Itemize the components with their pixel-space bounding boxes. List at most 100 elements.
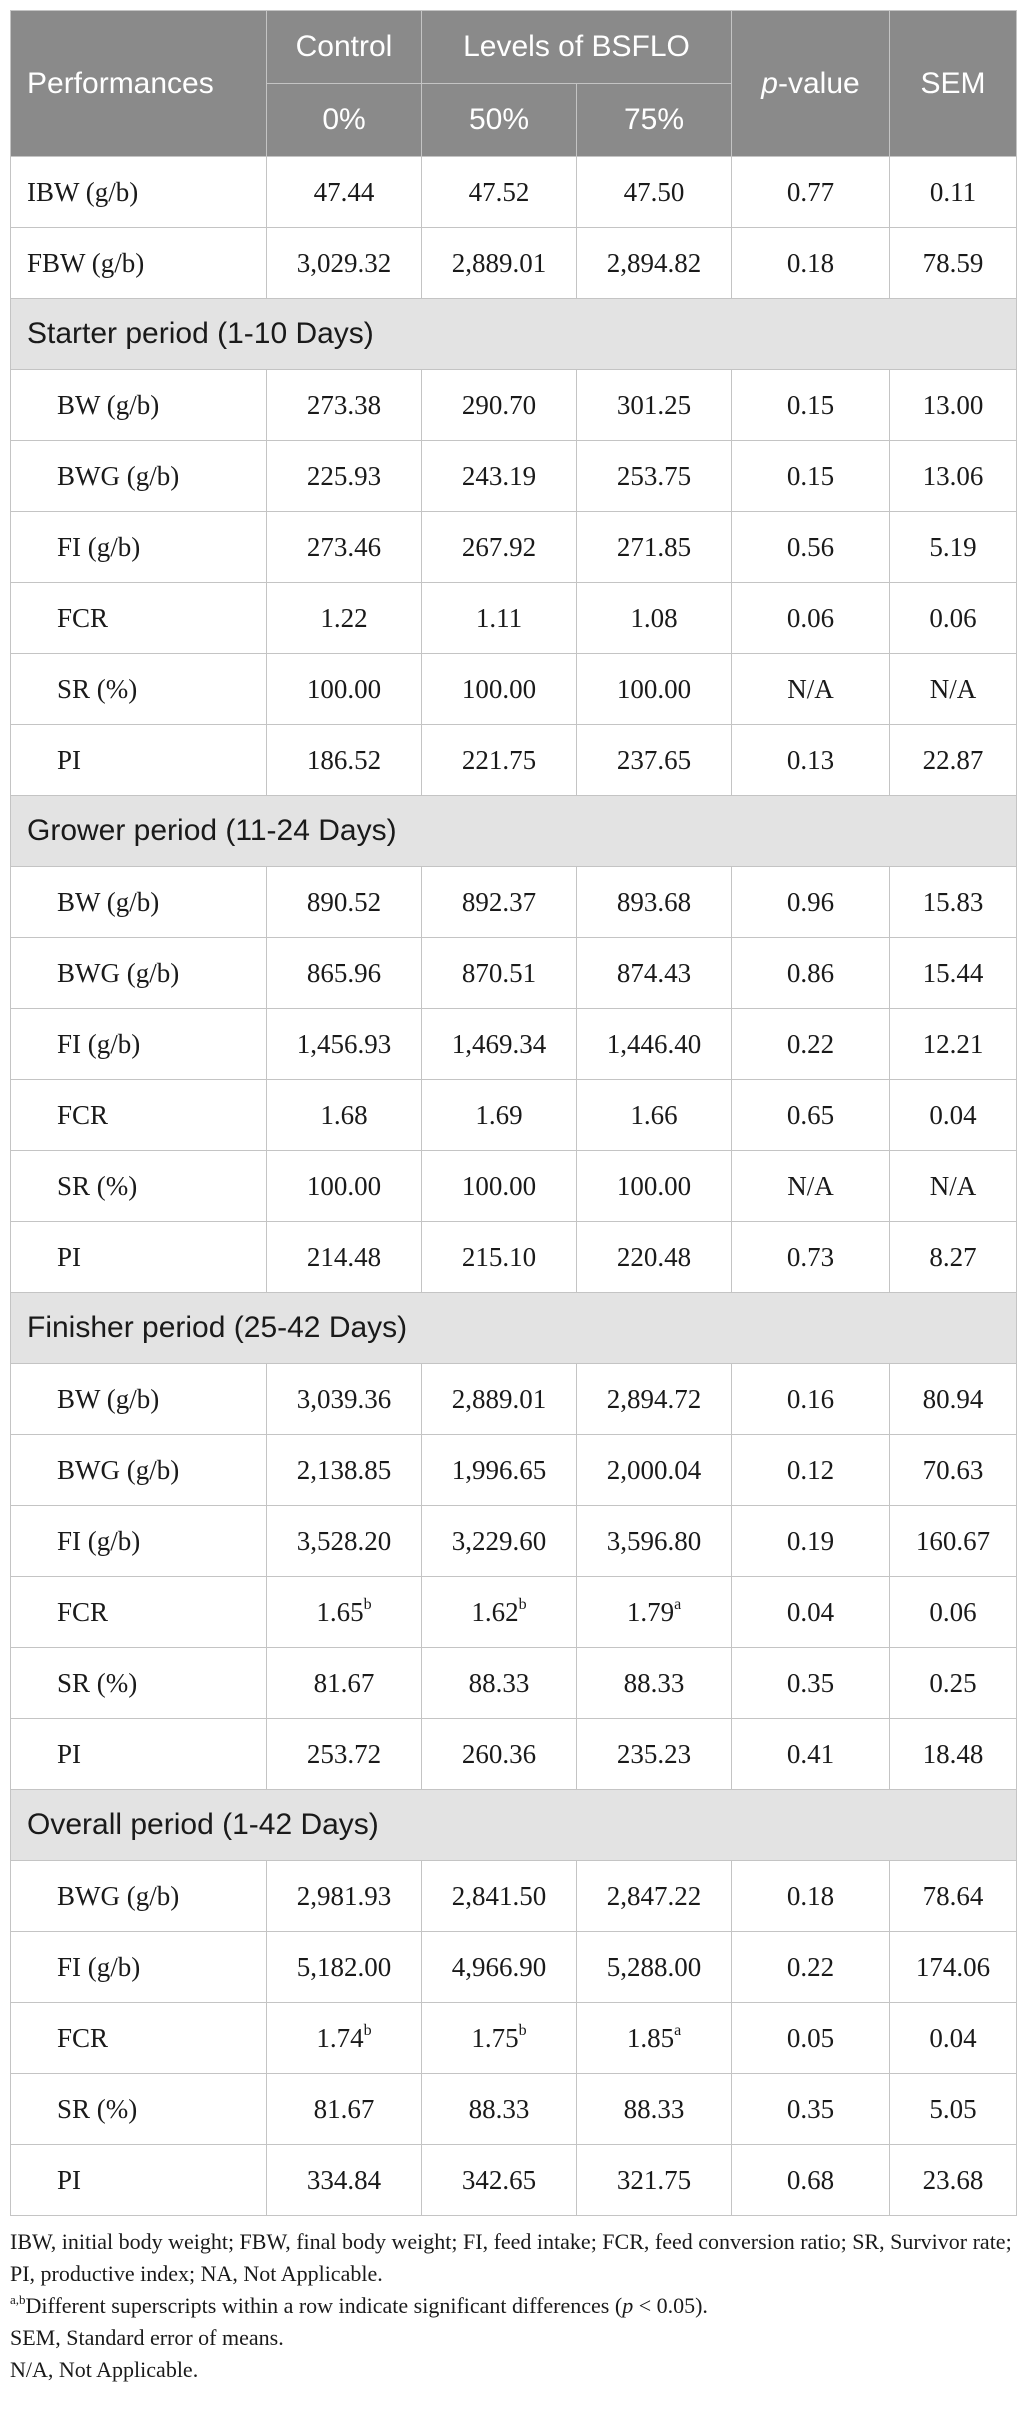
table-row: BWG (g/b) 2,138.85 1,996.65 2,000.04 0.12 70.…: [10, 1434, 1017, 1506]
p-value-cell: 0.16: [731, 1363, 890, 1435]
row-label: SR (%): [10, 1150, 267, 1222]
value-cell: 100.00: [421, 653, 577, 725]
value-cell: 225.93: [266, 440, 422, 512]
section-title: Finisher period (25-42 Days): [10, 1292, 1017, 1364]
value-cell: 2,889.01: [421, 227, 577, 299]
cell-value: 2,847.22: [606, 1880, 702, 1911]
table-row: BWG (g/b) 865.96 870.51 874.43 0.86 15.44: [10, 937, 1017, 1009]
value-cell: 865.96: [266, 937, 422, 1009]
sem-cell: 78.59: [889, 227, 1017, 299]
p-value-cell: 0.77: [731, 156, 890, 228]
table-row: BWG (g/b) 2,981.93 2,841.50 2,847.22 0.18 78.…: [10, 1860, 1017, 1932]
cell-value: 267.92: [461, 531, 537, 562]
p-symbol: p: [761, 66, 778, 100]
value-cell: 5,288.00: [576, 1931, 732, 2003]
value-cell: 1.62b: [421, 1576, 577, 1648]
value-cell: 100.00: [266, 1150, 422, 1222]
cell-value: 890.52: [306, 886, 382, 917]
cell-value: 2,889.01: [451, 1383, 547, 1414]
value-cell: 271.85: [576, 511, 732, 583]
value-cell: 874.43: [576, 937, 732, 1009]
section-title: Grower period (11-24 Days): [10, 795, 1017, 867]
col-75-header: 75%: [576, 83, 732, 157]
value-cell: 1.65b: [266, 1576, 422, 1648]
sem-cell: 80.94: [889, 1363, 1017, 1435]
sem-cell: 8.27: [889, 1221, 1017, 1293]
value-cell: 2,847.22: [576, 1860, 732, 1932]
value-cell: 260.36: [421, 1718, 577, 1790]
value-cell: 5,182.00: [266, 1931, 422, 2003]
value-cell: 2,000.04: [576, 1434, 732, 1506]
value-cell: 2,138.85: [266, 1434, 422, 1506]
cell-value: 2,000.04: [606, 1454, 702, 1485]
cell-value: 1,469.34: [451, 1028, 547, 1059]
value-cell: 1,469.34: [421, 1008, 577, 1080]
cell-value: 301.25: [616, 389, 692, 420]
col-0-header: 0%: [266, 83, 422, 157]
row-label: PI: [10, 2144, 267, 2216]
cell-value: 334.84: [306, 2164, 382, 2195]
cell-value: 4,966.90: [451, 1951, 547, 1982]
row-label: FI (g/b): [10, 1008, 267, 1080]
p-value-cell: 0.73: [731, 1221, 890, 1293]
sem-cell: 12.21: [889, 1008, 1017, 1080]
significance-letter: b: [363, 1595, 372, 1613]
table-row: SR (%) 81.67 88.33 88.33 0.35 0.25: [10, 1647, 1017, 1719]
value-cell: 2,894.82: [576, 227, 732, 299]
table-row: FI (g/b) 3,528.20 3,229.60 3,596.80 0.19 160.…: [10, 1505, 1017, 1577]
value-cell: 100.00: [266, 653, 422, 725]
table-row: PI 186.52 221.75 237.65 0.13 22.87: [10, 724, 1017, 796]
value-cell: 1.68: [266, 1079, 422, 1151]
sem-cell: 0.04: [889, 1079, 1017, 1151]
value-cell: 214.48: [266, 1221, 422, 1293]
cell-value: 2,138.85: [296, 1454, 392, 1485]
cell-value: 1.65: [316, 1596, 364, 1627]
value-cell: 253.75: [576, 440, 732, 512]
significance-letter: a: [674, 2021, 682, 2039]
sem-cell: 15.44: [889, 937, 1017, 1009]
table-row: IBW (g/b) 47.44 47.52 47.50 0.77 0.11: [10, 156, 1017, 228]
p-value-cell: 0.41: [731, 1718, 890, 1790]
cell-value: 47.52: [468, 176, 530, 207]
sem-cell: 78.64: [889, 1860, 1017, 1932]
cell-value: 47.50: [623, 176, 685, 207]
row-label: SR (%): [10, 2073, 267, 2145]
cell-value: 5,182.00: [296, 1951, 392, 1982]
value-cell: 273.38: [266, 369, 422, 441]
value-cell: 321.75: [576, 2144, 732, 2216]
table-row: PI 334.84 342.65 321.75 0.68 23.68: [10, 2144, 1017, 2216]
value-cell: 1,446.40: [576, 1008, 732, 1080]
sem-cell: N/A: [889, 653, 1017, 725]
cell-value: 870.51: [461, 957, 537, 988]
row-label: FI (g/b): [10, 511, 267, 583]
cell-value: 81.67: [313, 2093, 375, 2124]
col-50-header: 50%: [421, 83, 577, 157]
table-row: FBW (g/b) 3,029.32 2,889.01 2,894.82 0.18 78.…: [10, 227, 1017, 299]
levels-header: Levels of BSFLO: [421, 10, 732, 84]
value-cell: 253.72: [266, 1718, 422, 1790]
table-row: FI (g/b) 5,182.00 4,966.90 5,288.00 0.22 174.…: [10, 1931, 1017, 2003]
value-cell: 890.52: [266, 866, 422, 938]
sem-cell: 70.63: [889, 1434, 1017, 1506]
significance-letter: b: [518, 2021, 527, 2039]
cell-value: 237.65: [616, 744, 692, 775]
row-label: FCR: [10, 1079, 267, 1151]
p-value-cell: 0.13: [731, 724, 890, 796]
cell-value: 2,894.82: [606, 247, 702, 278]
cell-value: 865.96: [306, 957, 382, 988]
table-row: BW (g/b) 273.38 290.70 301.25 0.15 13.00: [10, 369, 1017, 441]
row-label: FCR: [10, 1576, 267, 1648]
cell-value: 253.75: [616, 460, 692, 491]
value-cell: 186.52: [266, 724, 422, 796]
value-cell: 88.33: [421, 1647, 577, 1719]
table-row: BWG (g/b) 225.93 243.19 253.75 0.15 13.06: [10, 440, 1017, 512]
table-row: FCR 1.22 1.11 1.08 0.06 0.06: [10, 582, 1017, 654]
p-value-cell: 0.56: [731, 511, 890, 583]
cell-value: 88.33: [468, 2093, 530, 2124]
p-value-cell: 0.12: [731, 1434, 890, 1506]
value-cell: 2,981.93: [266, 1860, 422, 1932]
sem-header: SEM: [889, 10, 1017, 157]
p-value-cell: 0.18: [731, 1860, 890, 1932]
value-cell: 893.68: [576, 866, 732, 938]
table-row: PI 214.48 215.10 220.48 0.73 8.27: [10, 1221, 1017, 1293]
